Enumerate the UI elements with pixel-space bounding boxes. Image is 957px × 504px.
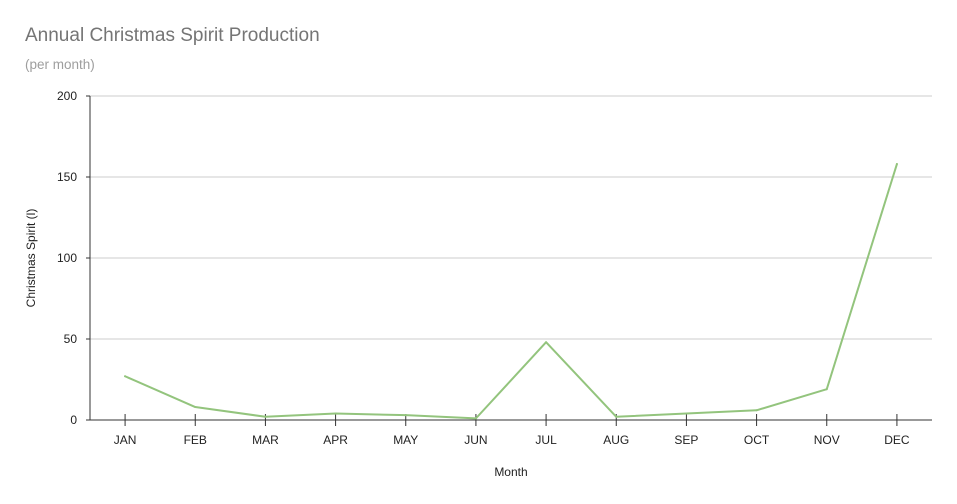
chart-title: Annual Christmas Spirit Production — [25, 25, 320, 46]
x-tick-label-jul: JUL — [535, 433, 557, 447]
data-point-jan — [124, 375, 127, 378]
x-tick-label-apr: APR — [323, 433, 348, 447]
x-tick-label-feb: FEB — [184, 433, 207, 447]
x-tick-label-nov: NOV — [814, 433, 840, 447]
x-tick-label-dec: DEC — [884, 433, 910, 447]
chart-subtitle: (per month) — [25, 57, 95, 72]
gridlines — [90, 95, 932, 340]
data-point-aug — [615, 415, 618, 418]
data-point-dec — [895, 163, 898, 166]
x-tick-label-jun: JUN — [464, 433, 487, 447]
x-tick-label-aug: AUG — [603, 433, 629, 447]
y-axis-title: Christmas Spirit (l) — [24, 209, 38, 308]
y-tick-label-200: 200 — [57, 89, 77, 103]
data-point-sep — [685, 412, 688, 415]
x-axis-title: Month — [494, 465, 527, 479]
series-group — [124, 163, 898, 420]
x-tick-label-mar: MAR — [252, 433, 279, 447]
x-tick-label-may: MAY — [393, 433, 418, 447]
data-point-may — [404, 414, 407, 417]
y-tick-label-100: 100 — [57, 251, 77, 265]
data-point-jul — [545, 341, 548, 344]
y-tick-label-0: 0 — [70, 413, 77, 427]
y-tick-label-50: 50 — [64, 332, 78, 346]
data-point-oct — [755, 409, 758, 412]
x-tick-label-jan: JAN — [114, 433, 137, 447]
data-point-nov — [825, 388, 828, 391]
data-point-feb — [194, 406, 197, 409]
y-tick-label-150: 150 — [57, 170, 77, 184]
series-line-0 — [124, 163, 898, 420]
y-axis-ticks: 0 50 100 150 200 — [57, 89, 90, 427]
data-point-apr — [334, 412, 337, 415]
data-point-mar — [264, 415, 267, 418]
x-tick-label-sep: SEP — [674, 433, 698, 447]
x-tick-label-oct: OCT — [744, 433, 770, 447]
data-point-jun — [474, 417, 477, 420]
x-axis-ticks: JAN FEB MAR APR MAY JUN JUL AUG SEP OCT NOV DEC — [114, 414, 910, 447]
